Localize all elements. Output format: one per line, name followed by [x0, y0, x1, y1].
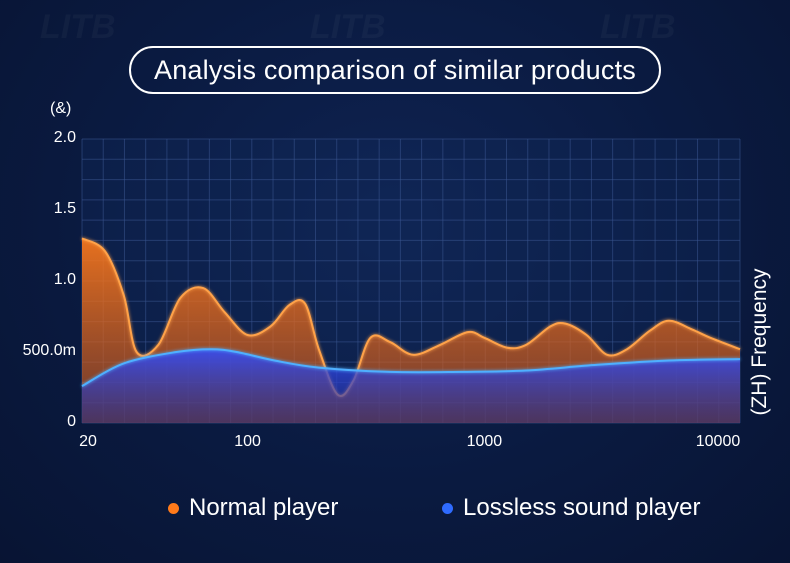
- y-unit-label: (&): [50, 100, 72, 117]
- y-tick-label: 1.5: [53, 200, 76, 217]
- y-tick-label: 0: [67, 413, 76, 430]
- legend-label-normal: Normal player: [189, 494, 339, 521]
- series-line-normal-player: [81, 237, 741, 397]
- series-line-lossless-player: [81, 348, 741, 387]
- y-tick-label: 2.0: [53, 129, 76, 146]
- legend-item-lossless: Lossless sound player: [442, 494, 700, 522]
- series-area-lossless-player: [82, 349, 740, 423]
- y-axis-label-right: (ZH) Frequency: [748, 268, 771, 416]
- x-tick-label: 1000: [466, 433, 503, 450]
- x-tick-label: 20: [79, 433, 97, 450]
- chart-title: Analysis comparison of similar products: [129, 46, 661, 94]
- x-tick-label: 10000: [695, 433, 741, 450]
- x-tick-label: 100: [234, 433, 261, 450]
- legend-dot-normal: [168, 502, 179, 514]
- legend-item-normal: Normal player: [168, 494, 338, 522]
- y-tick-label: 1.0: [53, 271, 76, 288]
- legend-dot-lossless: [442, 502, 453, 514]
- legend-label-lossless: Lossless sound player: [463, 494, 701, 521]
- y-tick-label: 500.0m: [22, 342, 76, 359]
